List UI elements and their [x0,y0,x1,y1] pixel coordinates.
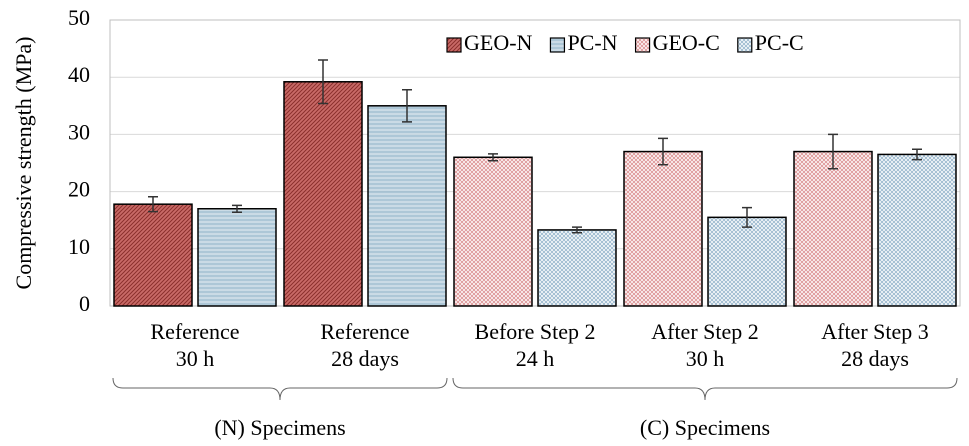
x-tick-label: 30 h [686,346,725,371]
legend-label: PC-C [755,30,804,55]
bar [197,208,277,307]
bar [877,153,957,307]
y-tick-label: 40 [68,62,90,87]
error-bar [148,195,158,213]
x-tick-label: 30 h [176,346,215,371]
y-axis-label: Compressive strength (MPa) [11,37,36,290]
bar [623,150,703,307]
error-bar [318,59,328,105]
bar [793,150,873,307]
y-tick-label: 50 [68,5,90,30]
group-brace [452,377,958,401]
error-bar [402,89,412,123]
x-tick-label: Reference [150,319,239,344]
error-bar [572,226,582,234]
bar [537,229,617,307]
legend-swatch [634,37,651,53]
error-bar [658,137,668,166]
y-tick-label: 0 [79,291,90,316]
legend-swatch [737,37,753,53]
x-tick-label: 28 days [841,346,909,371]
error-bar [828,133,838,170]
y-tick-label: 30 [68,119,90,144]
bar [283,81,363,307]
bar [367,105,447,307]
error-bar [232,204,242,213]
x-tick-label: After Step 2 [651,319,759,344]
bar [453,156,533,307]
x-tick-label: Reference [320,319,409,344]
x-tick-label: Before Step 2 [475,319,596,344]
group-label: (N) Specimens [214,415,345,440]
error-bar [742,206,752,228]
error-bar [912,148,922,161]
bar [113,203,193,307]
legend-label: GEO-N [464,30,533,55]
legend-swatch [549,37,566,53]
x-tick-label: 28 days [331,346,399,371]
y-tick-label: 10 [68,234,90,259]
plot-frame [109,19,961,307]
x-tick-label: 24 h [516,346,555,371]
legend-label: PC-N [567,30,617,55]
group-brace [112,377,448,401]
x-tick-label: After Step 3 [821,319,929,344]
legend-swatch [446,37,462,53]
bar [707,216,787,307]
error-bar [488,153,498,162]
group-label: (C) Specimens [640,415,770,440]
legend-label: GEO-C [653,30,720,55]
y-tick-label: 20 [68,177,90,202]
